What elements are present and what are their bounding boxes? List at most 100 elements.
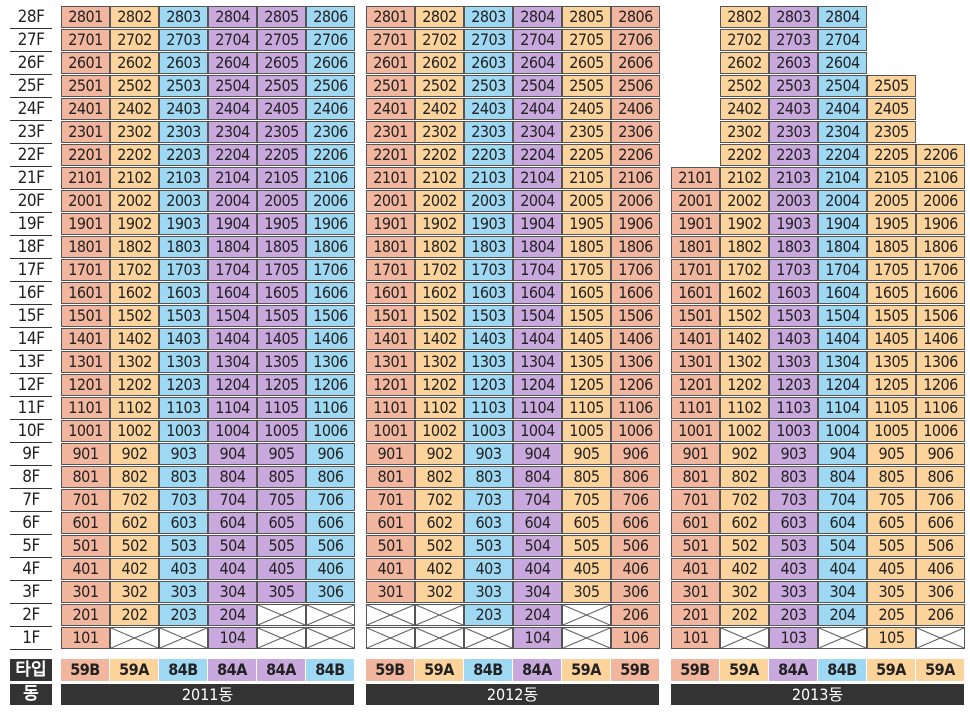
unit-cell: 1703 bbox=[769, 259, 818, 281]
unit-cell: 1004 bbox=[208, 420, 257, 442]
unit-cell: 604 bbox=[818, 512, 867, 534]
unit-type-label: 84A bbox=[513, 659, 561, 681]
unit-cell: 1803 bbox=[769, 236, 818, 258]
unit-cell: 901 bbox=[671, 443, 720, 465]
unit-cell: 2803 bbox=[464, 6, 513, 28]
unit-cell: 202 bbox=[720, 604, 769, 626]
unit-cell: 801 bbox=[366, 466, 415, 488]
unit-cell: 1205 bbox=[867, 374, 916, 396]
empty-unit-cell bbox=[159, 627, 208, 649]
unit-cell: 2302 bbox=[720, 121, 769, 143]
empty-unit-cell bbox=[306, 627, 355, 649]
unit-cell: 1502 bbox=[720, 305, 769, 327]
floor-label: 6F bbox=[10, 512, 52, 535]
unit-cell: 1506 bbox=[611, 305, 660, 327]
unit-cell: 1503 bbox=[464, 305, 513, 327]
unit-cell: 1006 bbox=[916, 420, 965, 442]
unit-cell: 702 bbox=[720, 489, 769, 511]
unit-cell: 1102 bbox=[110, 397, 159, 419]
unit-cell: 206 bbox=[611, 604, 660, 626]
unit-cell: 1901 bbox=[61, 213, 110, 235]
unit-cell: 1302 bbox=[720, 351, 769, 373]
unit-cell: 1004 bbox=[818, 420, 867, 442]
unit-cell: 301 bbox=[671, 581, 720, 603]
unit-cell: 1706 bbox=[916, 259, 965, 281]
empty-unit-cross-icon bbox=[465, 628, 512, 648]
empty-unit-cell bbox=[818, 627, 867, 649]
unit-cell: 2104 bbox=[818, 167, 867, 189]
unit-cell: 1103 bbox=[159, 397, 208, 419]
unit-cell: 702 bbox=[415, 489, 464, 511]
empty-unit-cell bbox=[562, 604, 611, 626]
unit-cell: 2301 bbox=[366, 121, 415, 143]
empty-unit-cross-icon bbox=[563, 628, 610, 648]
unit-cell: 502 bbox=[110, 535, 159, 557]
floor-label: 15F bbox=[10, 305, 52, 328]
unit-cell: 1702 bbox=[110, 259, 159, 281]
unit-cell: 1606 bbox=[611, 282, 660, 304]
unit-cell: 804 bbox=[818, 466, 867, 488]
unit-cell: 703 bbox=[159, 489, 208, 511]
unit-cell: 1401 bbox=[671, 328, 720, 350]
empty-unit-cross-icon bbox=[917, 628, 964, 648]
unit-cell: 2004 bbox=[818, 190, 867, 212]
unit-cell: 2501 bbox=[61, 75, 110, 97]
unit-type-label: 59A bbox=[720, 659, 768, 681]
unit-cell: 104 bbox=[208, 627, 257, 649]
unit-cell: 503 bbox=[769, 535, 818, 557]
unit-cell: 1806 bbox=[611, 236, 660, 258]
unit-cell: 2203 bbox=[159, 144, 208, 166]
unit-cell: 2404 bbox=[208, 98, 257, 120]
unit-cell: 1905 bbox=[257, 213, 306, 235]
unit-cell: 2405 bbox=[867, 98, 916, 120]
unit-cell: 2204 bbox=[513, 144, 562, 166]
unit-cell: 506 bbox=[611, 535, 660, 557]
unit-cell: 406 bbox=[306, 558, 355, 580]
unit-cell: 1301 bbox=[366, 351, 415, 373]
unit-cell: 301 bbox=[61, 581, 110, 603]
unit-cell: 305 bbox=[257, 581, 306, 603]
unit-cell: 1406 bbox=[916, 328, 965, 350]
unit-cell: 1704 bbox=[818, 259, 867, 281]
unit-cell: 2105 bbox=[867, 167, 916, 189]
unit-cell: 204 bbox=[208, 604, 257, 626]
empty-unit-cross-icon bbox=[721, 628, 768, 648]
unit-cell: 1002 bbox=[110, 420, 159, 442]
unit-cell: 1402 bbox=[110, 328, 159, 350]
floor-label: 20F bbox=[10, 190, 52, 213]
unit-cell: 2802 bbox=[720, 6, 769, 28]
unit-cell: 2705 bbox=[562, 29, 611, 51]
unit-cell: 1105 bbox=[562, 397, 611, 419]
unit-cell: 203 bbox=[464, 604, 513, 626]
unit-cell: 804 bbox=[513, 466, 562, 488]
unit-cell: 2405 bbox=[562, 98, 611, 120]
unit-cell: 1804 bbox=[208, 236, 257, 258]
unit-cell: 1805 bbox=[562, 236, 611, 258]
unit-cell: 1203 bbox=[769, 374, 818, 396]
unit-cell: 601 bbox=[671, 512, 720, 534]
unit-cell: 2305 bbox=[257, 121, 306, 143]
unit-cell: 1202 bbox=[110, 374, 159, 396]
empty-unit-cell bbox=[415, 604, 464, 626]
unit-cell: 502 bbox=[415, 535, 464, 557]
unit-cell: 1802 bbox=[110, 236, 159, 258]
unit-cell: 1202 bbox=[720, 374, 769, 396]
unit-cell: 2603 bbox=[159, 52, 208, 74]
unit-cell: 1902 bbox=[415, 213, 464, 235]
unit-cell: 303 bbox=[769, 581, 818, 603]
unit-cell: 306 bbox=[611, 581, 660, 603]
unit-cell: 1804 bbox=[513, 236, 562, 258]
unit-cell: 1403 bbox=[159, 328, 208, 350]
empty-unit-cell bbox=[464, 627, 513, 649]
unit-cell: 1201 bbox=[366, 374, 415, 396]
unit-cell: 1902 bbox=[110, 213, 159, 235]
unit-cell: 2801 bbox=[61, 6, 110, 28]
unit-cell: 903 bbox=[464, 443, 513, 465]
unit-cell: 1904 bbox=[208, 213, 257, 235]
unit-cell: 606 bbox=[611, 512, 660, 534]
empty-unit-cell bbox=[257, 627, 306, 649]
unit-cell: 203 bbox=[769, 604, 818, 626]
unit-cell: 805 bbox=[562, 466, 611, 488]
unit-cell: 1205 bbox=[257, 374, 306, 396]
unit-cell: 2705 bbox=[257, 29, 306, 51]
